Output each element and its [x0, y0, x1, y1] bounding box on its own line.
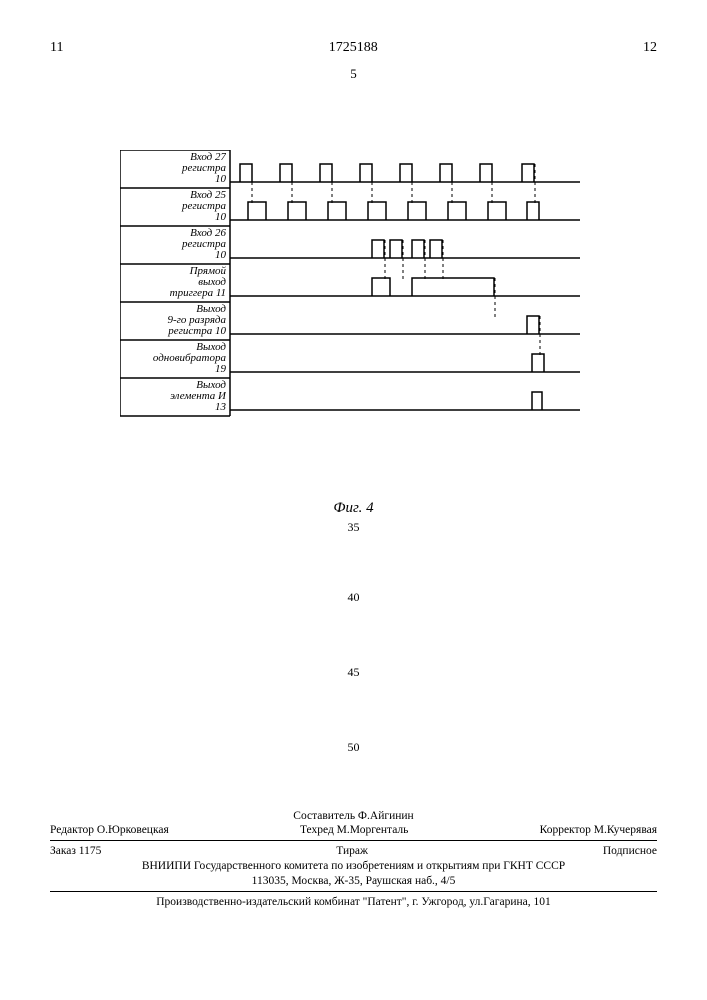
org-address: 113035, Москва, Ж-35, Раушская наб., 4/5	[50, 875, 657, 887]
tirazh-label: Тираж	[101, 845, 602, 857]
compiler-label: Составитель Ф.Айгинин	[50, 810, 657, 822]
page: 11 1725188 12 5 Вход 27 регистра 10Вход …	[0, 0, 707, 1000]
credits-block: Составитель Ф.Айгинин Редактор О.Юрковец…	[50, 810, 657, 908]
document-number: 1725188	[329, 40, 378, 56]
line-number: 40	[0, 590, 707, 605]
publisher: Производственно-издательский комбинат "П…	[50, 896, 657, 908]
signal-label: Вход 25 регистра 10	[122, 190, 226, 223]
order-number: Заказ 1175	[50, 845, 101, 857]
signal-label: Прямой выход триггера 11	[122, 266, 226, 299]
signal-label: Вход 26 регистра 10	[122, 228, 226, 261]
page-header: 11 1725188 12	[50, 40, 657, 56]
techred-label: Техред М.Моргенталь	[169, 824, 540, 836]
line-number: 45	[0, 665, 707, 680]
signal-label: Выход одновибратора 19	[122, 342, 226, 375]
divider-2	[50, 891, 657, 892]
signal-label: Выход 9-го разряда регистра 10	[122, 304, 226, 337]
page-number-right: 12	[643, 40, 657, 56]
figure-caption: Фиг. 4	[0, 500, 707, 517]
timing-svg: Вход 27 регистра 10 Вход 25 регистра 10 Вх…	[120, 150, 590, 435]
signal-label: Вход 27 регистра 10	[122, 152, 226, 185]
org-name: ВНИИПИ Государственного комитета по изоб…	[50, 860, 657, 872]
divider	[50, 840, 657, 841]
page-number-left: 11	[50, 40, 63, 56]
corrector-label: Корректор М.Кучерявая	[540, 824, 657, 836]
timing-diagram: Вход 27 регистра 10 Вход 25 регистра 10 Вх…	[120, 150, 590, 435]
signal-label: Выход элемента И 13	[122, 380, 226, 413]
line-number-top: 5	[50, 66, 657, 82]
editor-name: Редактор О.Юрковецкая	[50, 824, 169, 836]
line-number: 50	[0, 740, 707, 755]
line-number: 35	[0, 520, 707, 535]
podpisnoe-label: Подписное	[603, 845, 657, 857]
